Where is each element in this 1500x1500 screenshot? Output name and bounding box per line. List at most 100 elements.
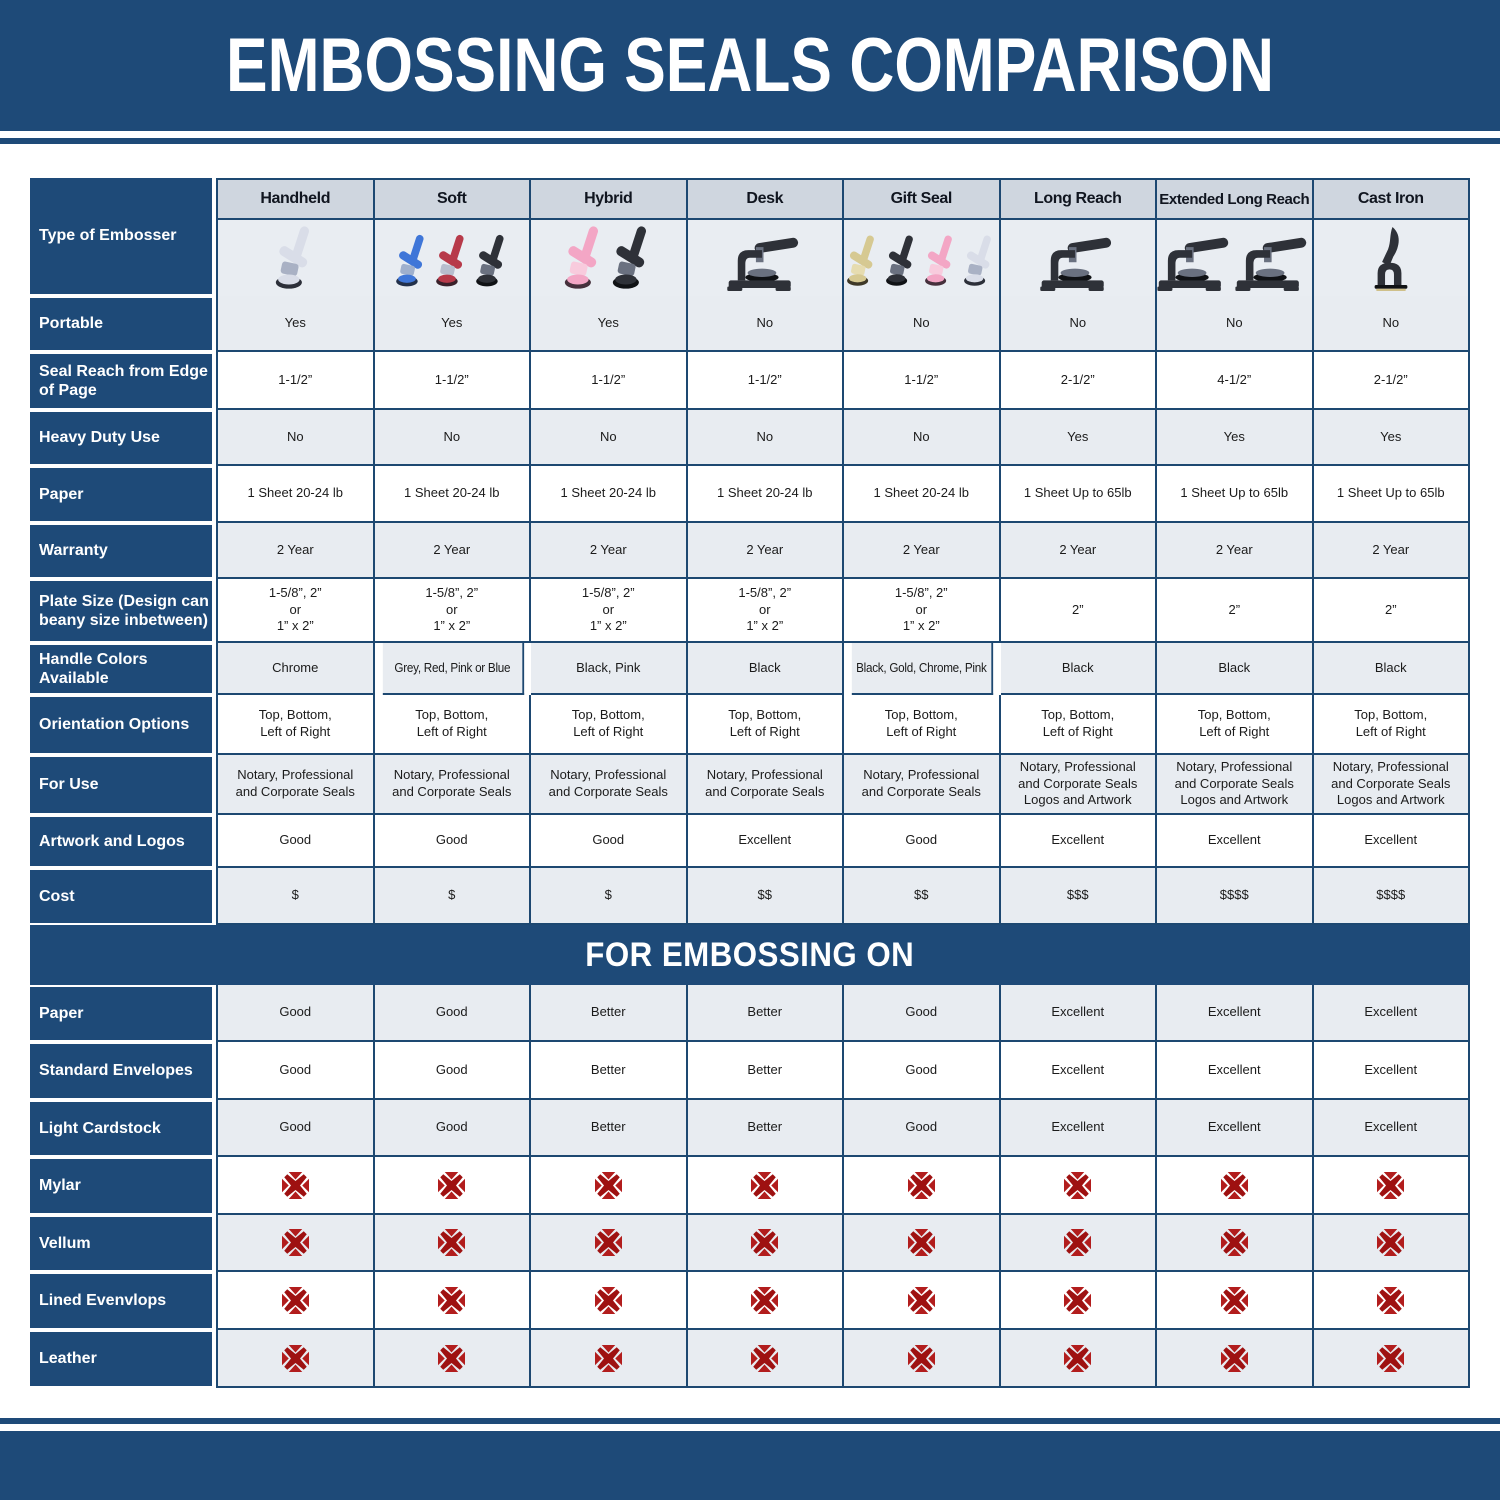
red-x-icon [748,1169,781,1202]
table-row: Warranty 2 Year 2 Year 2 Year 2 Year 2 Year 2 … [30,523,1470,579]
table-cell: Notary, Professional and Corporate Seals [844,755,1001,815]
table-cell: Notary, Professional and Corporate Seals… [1000,755,1157,815]
table-cell: Top, Bottom, Left of Right [374,695,531,755]
table-cell: Excellent [1000,985,1157,1042]
table-cell [687,1215,844,1272]
red-x-icon [748,1226,781,1259]
column: Soft [374,178,531,296]
table-cell: No [844,410,1001,466]
table-cell: 2” [1157,579,1314,643]
red-x-icon [1374,1284,1407,1317]
table-cell [844,1157,1001,1215]
table-cell: 1 Sheet 20-24 lb [218,466,375,523]
red-x-icon [279,1342,312,1375]
table-cell [1313,1215,1470,1272]
row-label: Vellum [30,1215,212,1272]
table-row: Light Cardstock Good Good Better Better Good E… [30,1100,1470,1157]
red-x-icon [905,1169,938,1202]
table-cell: Excellent [1313,815,1470,868]
long-reach-embosser-icon [1035,235,1121,291]
handheld-embosser-icon [433,231,471,291]
handheld-embosser-icon [922,231,959,291]
table-cell [844,1215,1001,1272]
table-cell: 1 Sheet 20-24 lb [374,466,531,523]
table-cell [1000,1215,1157,1272]
table-cell: Good [844,815,1001,868]
table-cell [218,1157,375,1215]
table-cell [1157,1330,1314,1388]
table-cell [218,1215,375,1272]
table-cell [687,1272,844,1330]
red-x-icon [592,1342,625,1375]
spec-rows: Portable Yes Yes Yes No No No No No Seal Reach fr… [30,296,1470,925]
table-cell [531,1215,688,1272]
table-cell: Black [687,643,844,695]
title-banner: EMBOSSING SEALS COMPARISON [0,0,1500,131]
table-cell: 2-1/2” [1000,352,1157,410]
table-cell: Notary, Professional and Corporate Seals… [1313,755,1470,815]
page-title: EMBOSSING SEALS COMPARISON [225,23,1274,108]
table-cell: Top, Bottom, Left of Right [1000,695,1157,755]
table-cell: Excellent [1157,815,1314,868]
table-cell: 1 Sheet 20-24 lb [687,466,844,523]
section-banner: FOR EMBOSSING ON [30,925,1470,985]
red-x-icon [279,1169,312,1202]
table-cell [844,1330,1001,1388]
column: Extended Long Reach [1157,178,1314,296]
table-cell: Top, Bottom, Left of Right [844,695,1001,755]
table-cell: 2 Year [218,523,375,579]
table-cell: Top, Bottom, Left of Right [1313,695,1470,755]
table-cell [1157,1157,1314,1215]
column: Desk [687,178,844,296]
table-cell: Notary, Professional and Corporate Seals [687,755,844,815]
red-x-icon [905,1342,938,1375]
embosser-image-cell [531,220,686,296]
table-cell: $$ [844,868,1001,925]
table-cell: No [218,410,375,466]
red-x-icon [1061,1342,1094,1375]
table-cell: 2 Year [1000,523,1157,579]
column-header-label: Desk [687,178,842,220]
table-cell [218,1330,375,1388]
column: Gift Seal [844,178,1001,296]
table-cell: 2 Year [531,523,688,579]
long-reach-embosser-icon [1235,235,1311,291]
table-cell: 1-1/2” [218,352,375,410]
row-label: Leather [30,1330,212,1388]
table-cell: Excellent [1157,1100,1314,1157]
handheld-embosser-icon [883,231,920,291]
table-cell [531,1272,688,1330]
red-x-icon [1061,1226,1094,1259]
table-cell [531,1330,688,1388]
red-x-icon [1061,1284,1094,1317]
table-cell: $$$$ [1157,868,1314,925]
table-row: Lined Evenvlops [30,1272,1470,1330]
embosser-image-cell [374,220,529,296]
table-cell: Yes [1313,410,1470,466]
row-label: Plate Size (Design can beany size inbetw… [30,579,212,643]
table-row: Heavy Duty Use No No No No No Yes Yes Yes [30,410,1470,466]
table-cell: 4-1/2” [1157,352,1314,410]
table-cell: Good [374,1100,531,1157]
row-label: Lined Evenvlops [30,1272,212,1330]
table-row: Handle Colors Available Chrome Grey, Red, … [30,643,1470,695]
column: Hybrid [531,178,688,296]
handheld-embosser-icon [961,231,998,291]
embosser-image-cell [218,220,373,296]
table-cell: No [687,410,844,466]
table-row: Seal Reach from Edge of Page 1-1/2” 1-1/2”… [30,352,1470,410]
table-cell: Excellent [1157,1042,1314,1100]
table-cell [531,1157,688,1215]
table-cell: $ [218,868,375,925]
column-header-label: Gift Seal [844,178,999,220]
table-cell: Excellent [1313,1100,1470,1157]
table-cell: Top, Bottom, Left of Right [531,695,688,755]
table-cell: 1-1/2” [687,352,844,410]
red-x-icon [592,1226,625,1259]
handheld-embosser-icon [609,225,655,291]
table-cell: Good [218,1100,375,1157]
column: Handheld [218,178,375,296]
red-x-icon [1061,1169,1094,1202]
row-label: Warranty [30,523,212,579]
table-cell: 1-5/8”, 2” or 1” x 2” [531,579,688,643]
